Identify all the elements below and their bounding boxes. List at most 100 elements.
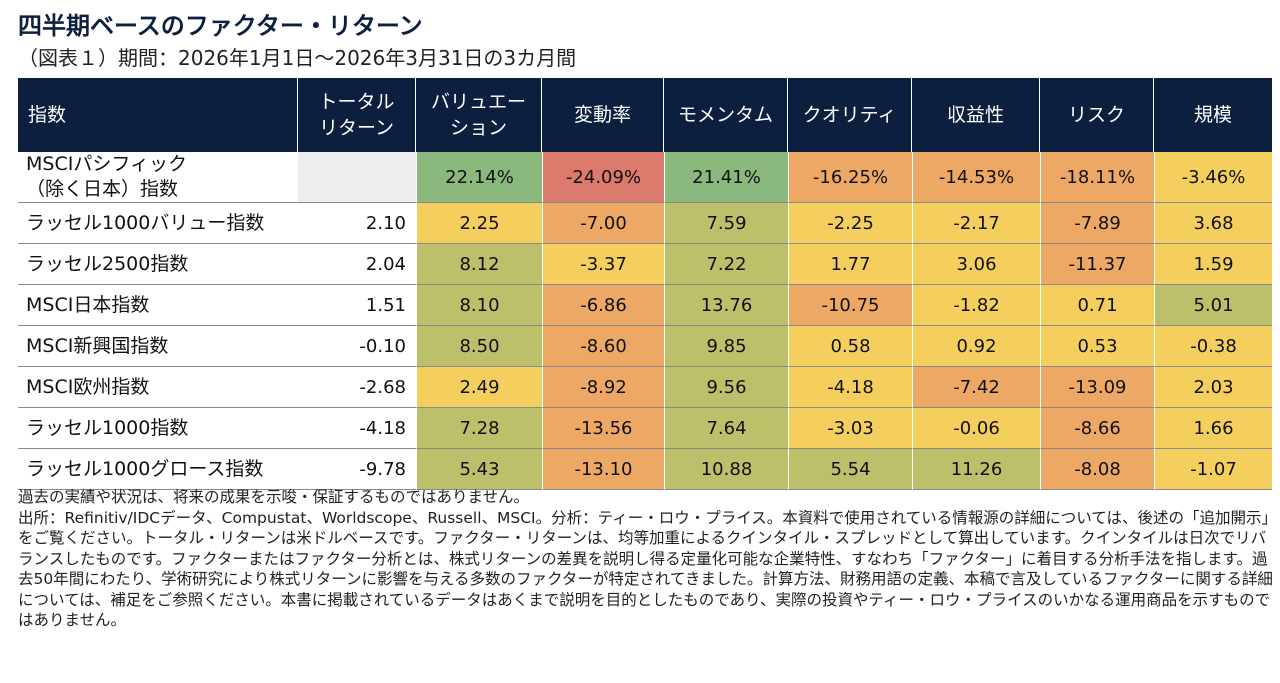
row-index-name: ラッセル1000指数 [18,408,298,449]
cell-risk: 0.53 [1040,326,1154,367]
cell-value: 2.25 [416,203,542,244]
cell-size: 1.66 [1154,408,1272,449]
cell-profitability: -1.82 [912,285,1040,326]
factor-return-table: 指数 トータルリターン バリュエー ション 変動率 モメンタム クオリティ 収益性… [18,78,1272,490]
table-row: ラッセル1000グロース指数 -9.78 5.43 -13.10 10.88 5.54 11… [18,449,1272,490]
cell-total-return: -4.18 [298,408,416,449]
cell-volatility: -13.56 [542,408,664,449]
cell-quality: -4.18 [788,367,912,408]
row-index-name: MSCI欧州指数 [18,367,298,408]
header-momentum: モメンタム [664,78,788,152]
row-name-line1: MSCI日本指数 [26,293,150,316]
table-row: MSCIパシフィック （除く日本）指数 22.14% -24.09% 21.41% -16… [18,152,1272,203]
cell-quality: -3.03 [788,408,912,449]
cell-volatility: -7.00 [542,203,664,244]
cell-risk: -13.09 [1040,367,1154,408]
cell-value: 8.10 [416,285,542,326]
cell-momentum: 7.22 [664,244,788,285]
row-index-name: ラッセル1000バリュー指数 [18,203,298,244]
cell-profitability: 0.92 [912,326,1040,367]
header-value: バリュエー ション [416,78,542,152]
cell-quality: -2.25 [788,203,912,244]
cell-profitability: -7.42 [912,367,1040,408]
row-name-line1: MSCI新興国指数 [26,334,169,357]
header-quality: クオリティ [788,78,912,152]
cell-volatility: -24.09% [542,152,664,203]
cell-profitability: -14.53% [912,152,1040,203]
cell-risk: -11.37 [1040,244,1154,285]
cell-momentum: 7.59 [664,203,788,244]
cell-volatility: -3.37 [542,244,664,285]
row-name-line2: （除く日本）指数 [26,178,179,200]
chart-subtitle: （図表１）期間：2026年1月1日～2026年3月31日の3カ月間 [18,46,577,70]
cell-volatility: -8.92 [542,367,664,408]
row-name-line1: MSCIパシフィック [26,153,187,175]
cell-quality: -10.75 [788,285,912,326]
cell-momentum: 9.85 [664,326,788,367]
row-name-line1: ラッセル1000指数 [26,416,189,439]
header-total-line1: トータル [318,91,395,113]
cell-volatility: -6.86 [542,285,664,326]
cell-total-return [298,152,416,203]
cell-risk: 0.71 [1040,285,1154,326]
row-name-line1: ラッセル2500指数 [26,252,189,275]
cell-size: -0.38 [1154,326,1272,367]
header-index: 指数 [18,78,298,152]
header-profitability: 収益性 [912,78,1040,152]
cell-value: 2.49 [416,367,542,408]
cell-volatility: -13.10 [542,449,664,490]
cell-quality: 0.58 [788,326,912,367]
cell-quality: 1.77 [788,244,912,285]
cell-value: 22.14% [416,152,542,203]
table-row: ラッセル2500指数 2.04 8.12 -3.37 7.22 1.77 3.06 -11.3… [18,244,1272,285]
cell-volatility: -8.60 [542,326,664,367]
cell-value: 5.43 [416,449,542,490]
cell-value: 7.28 [416,408,542,449]
cell-size: 5.01 [1154,285,1272,326]
cell-total-return: 1.51 [298,285,416,326]
row-index-name: ラッセル1000グロース指数 [18,449,298,490]
table-row: MSCI欧州指数 -2.68 2.49 -8.92 9.56 -4.18 -7.42 -13.… [18,367,1272,408]
chart-title: 四半期ベースのファクター・リターン [18,12,423,40]
header-total-return: トータル リターン [298,78,416,152]
cell-profitability: -0.06 [912,408,1040,449]
cell-size: -3.46% [1154,152,1272,203]
row-index-name: MSCI新興国指数 [18,326,298,367]
cell-total-return: -2.68 [298,367,416,408]
cell-size: 3.68 [1154,203,1272,244]
cell-profitability: -2.17 [912,203,1040,244]
cell-total-return: -0.10 [298,326,416,367]
row-name-line1: ラッセル1000バリュー指数 [26,211,265,234]
row-index-name: ラッセル2500指数 [18,244,298,285]
footnote-sources: 出所：Refinitiv/IDCデータ、Compustat、Worldscope… [18,508,1273,630]
cell-quality: -16.25% [788,152,912,203]
table-row: MSCI日本指数 1.51 8.10 -6.86 13.76 -10.75 -1.82 0.7… [18,285,1272,326]
row-name-line1: MSCI欧州指数 [26,375,150,398]
header-total-line2: リターン [318,117,395,139]
cell-risk: -18.11% [1040,152,1154,203]
footnotes: 過去の実績や状況は、将来の成果を示唆・保証するものではありません。 出所：Ref… [18,487,1274,631]
cell-risk: -7.89 [1040,203,1154,244]
row-name-line1: ラッセル1000グロース指数 [26,457,264,480]
cell-risk: -8.08 [1040,449,1154,490]
header-value-line2: ション [449,117,507,139]
cell-risk: -8.66 [1040,408,1154,449]
cell-size: -1.07 [1154,449,1272,490]
cell-quality: 5.54 [788,449,912,490]
cell-total-return: 2.04 [298,244,416,285]
cell-momentum: 9.56 [664,367,788,408]
cell-profitability: 11.26 [912,449,1040,490]
footnote-disclaimer: 過去の実績や状況は、将来の成果を示唆・保証するものではありません。 [18,488,530,506]
cell-value: 8.12 [416,244,542,285]
cell-momentum: 13.76 [664,285,788,326]
cell-momentum: 10.88 [664,449,788,490]
cell-size: 1.59 [1154,244,1272,285]
cell-size: 2.03 [1154,367,1272,408]
header-risk: リスク [1040,78,1154,152]
table-header-row: 指数 トータルリターン バリュエー ション 変動率 モメンタム クオリティ 収益性… [18,78,1272,152]
cell-total-return: -9.78 [298,449,416,490]
header-volatility: 変動率 [542,78,664,152]
header-size: 規模 [1154,78,1272,152]
cell-total-return: 2.10 [298,203,416,244]
cell-momentum: 7.64 [664,408,788,449]
